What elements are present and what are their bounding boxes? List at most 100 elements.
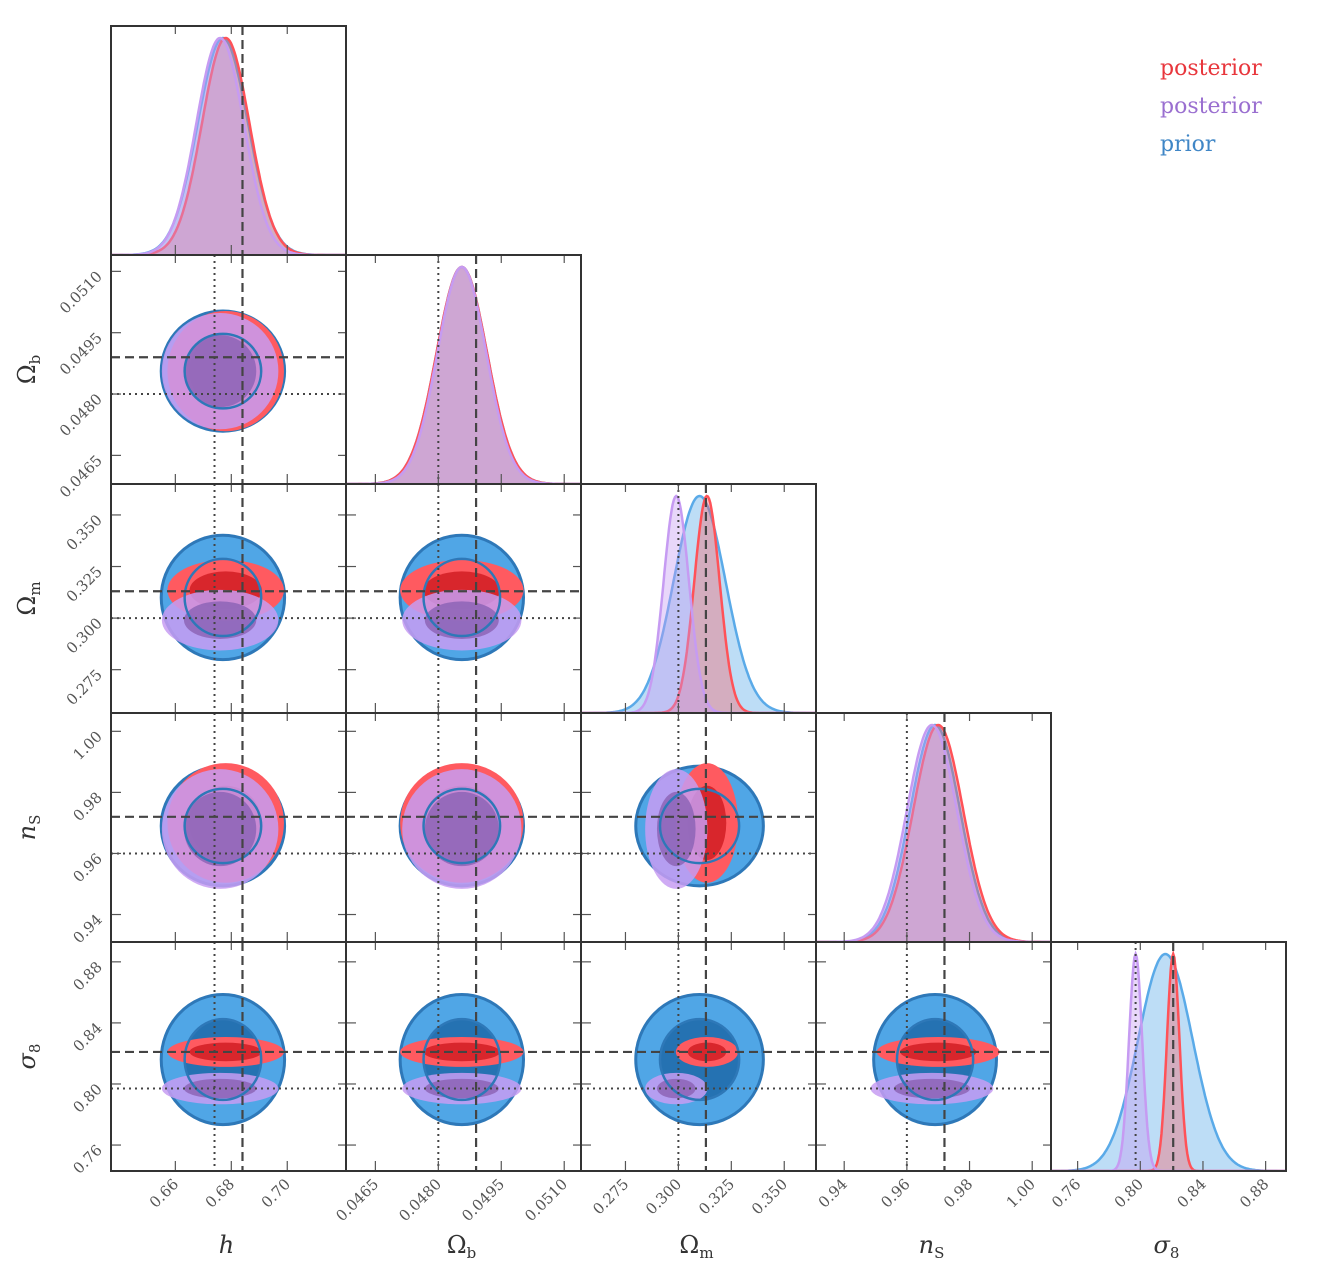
x-axis-label-0: h [219, 1231, 234, 1259]
marginal-line-2 [816, 723, 1051, 942]
x-tick-label: 0.76 [1048, 1175, 1084, 1211]
y-axis-label-1: Ωb [13, 355, 44, 385]
marginal-0 [111, 26, 346, 255]
x-tick-label: 0.66 [146, 1175, 182, 1211]
panel-3-2 [581, 713, 816, 942]
legend-entry-prior: prior [1160, 132, 1216, 157]
x-tick-label: 0.94 [815, 1175, 851, 1211]
y-tick-label: 0.88 [69, 958, 105, 994]
y-tick-label: 0.84 [69, 1019, 105, 1055]
y-tick-label: 0.94 [69, 911, 105, 947]
contour-68-outline-prior [422, 557, 502, 638]
contour-68-posterior-1 [900, 1042, 977, 1062]
contour-68-outline-prior [895, 1017, 975, 1102]
y-axis-label-3: nS [13, 815, 44, 841]
marginal-3 [816, 713, 1051, 942]
panel-2-0 [111, 484, 346, 713]
panel-4-3 [816, 942, 1051, 1171]
y-tick-label: 0.275 [63, 666, 106, 709]
contour-68-posterior-2 [183, 601, 257, 639]
contour-68-outline-prior [658, 1017, 741, 1102]
x-tick-label: 0.350 [748, 1175, 791, 1218]
y-tick-label: 0.98 [69, 788, 105, 824]
contour-68-posterior-2 [183, 791, 257, 867]
y-tick-label: 0.0510 [56, 267, 106, 317]
x-tick-label: 0.84 [1173, 1175, 1209, 1211]
marginal-fill-2 [346, 267, 581, 484]
marginal-fill-0 [346, 267, 581, 484]
marginal-line-0 [1051, 952, 1286, 1171]
marginal-2 [581, 484, 816, 713]
legend-entry-posterior-purple: posterior [1160, 94, 1262, 119]
y-tick-label: 0.76 [69, 1141, 105, 1177]
marginal-fill-1 [1051, 954, 1286, 1171]
contour-68-outline-prior [183, 787, 263, 865]
marginal-line-1 [1051, 949, 1286, 1171]
x-tick-label: 0.0495 [458, 1175, 508, 1225]
y-tick-label: 0.0465 [56, 451, 106, 501]
contour-68-outline-prior [183, 332, 263, 410]
contour-68-posterior-2 [424, 791, 499, 867]
y-tick-label: 0.300 [63, 614, 106, 657]
marginal-line-1 [581, 494, 816, 713]
marginal-4 [1051, 942, 1286, 1171]
contour-68-posterior-2 [183, 335, 257, 408]
marginal-fill-0 [816, 725, 1051, 942]
x-axis-label-1: Ωb [447, 1231, 477, 1262]
panel-4-2 [581, 942, 816, 1171]
contour-68-outline-prior [658, 787, 741, 865]
x-tick-label: 0.300 [642, 1175, 685, 1218]
x-tick-label: 0.0480 [395, 1175, 445, 1225]
marginal-1 [346, 255, 581, 484]
contour-68-outline-prior [183, 1017, 263, 1102]
y-axis-label-2: Ωm [13, 581, 44, 615]
x-axis-label-4: σ8 [1154, 1231, 1180, 1262]
contour-68-posterior-1 [687, 1042, 727, 1062]
y-axis-label-4: σ8 [13, 1044, 44, 1070]
contour-68-outline-prior [422, 787, 502, 865]
panel-3-1 [346, 713, 581, 942]
marginal-fill-1 [581, 496, 816, 713]
contour-68-posterior-2 [424, 601, 499, 639]
panel-3-0 [111, 713, 346, 942]
x-tick-label: 0.96 [877, 1175, 913, 1211]
marginal-fill-1 [111, 38, 346, 255]
panel-2-1 [346, 484, 581, 713]
contour-68-outline-prior [422, 1017, 502, 1102]
marginal-line-0 [581, 494, 816, 713]
marginal-line-2 [581, 494, 816, 713]
y-tick-label: 0.80 [69, 1080, 105, 1116]
x-tick-label: 0.68 [202, 1175, 238, 1211]
legend-entry-posterior-red: posterior [1160, 56, 1262, 81]
marginal-fill-1 [346, 267, 581, 484]
marginal-fill-0 [581, 496, 816, 713]
x-tick-label: 0.0465 [332, 1175, 382, 1225]
marginal-fill-2 [816, 725, 1051, 942]
x-tick-label: 0.325 [695, 1175, 738, 1218]
y-tick-label: 1.00 [69, 727, 105, 763]
x-tick-label: 0.0510 [521, 1175, 571, 1225]
marginal-fill-2 [111, 38, 346, 255]
marginal-fill-0 [1051, 954, 1286, 1171]
marginal-fill-1 [816, 725, 1051, 942]
y-tick-label: 0.350 [63, 511, 106, 554]
panel-frame [1050, 941, 1287, 1172]
y-tick-label: 0.96 [69, 850, 105, 886]
x-tick-label: 0.80 [1111, 1175, 1147, 1211]
x-tick-label: 1.00 [1003, 1175, 1039, 1211]
x-tick-label: 0.88 [1236, 1175, 1272, 1211]
contour-68-outline-prior [183, 557, 263, 638]
y-tick-label: 0.325 [63, 563, 106, 606]
marginal-fill-0 [111, 38, 346, 255]
x-tick-label: 0.70 [258, 1175, 294, 1211]
y-tick-label: 0.0495 [56, 329, 106, 379]
x-tick-label: 0.98 [940, 1175, 976, 1211]
legend: posterior posterior prior [1160, 50, 1262, 164]
y-tick-label: 0.0480 [56, 390, 106, 440]
x-axis-label-3: nS [919, 1231, 945, 1262]
x-axis-label-2: Ωm [679, 1231, 713, 1262]
panel-1-0 [111, 255, 346, 484]
x-tick-label: 0.275 [589, 1175, 632, 1218]
panel-4-0 [111, 942, 346, 1171]
